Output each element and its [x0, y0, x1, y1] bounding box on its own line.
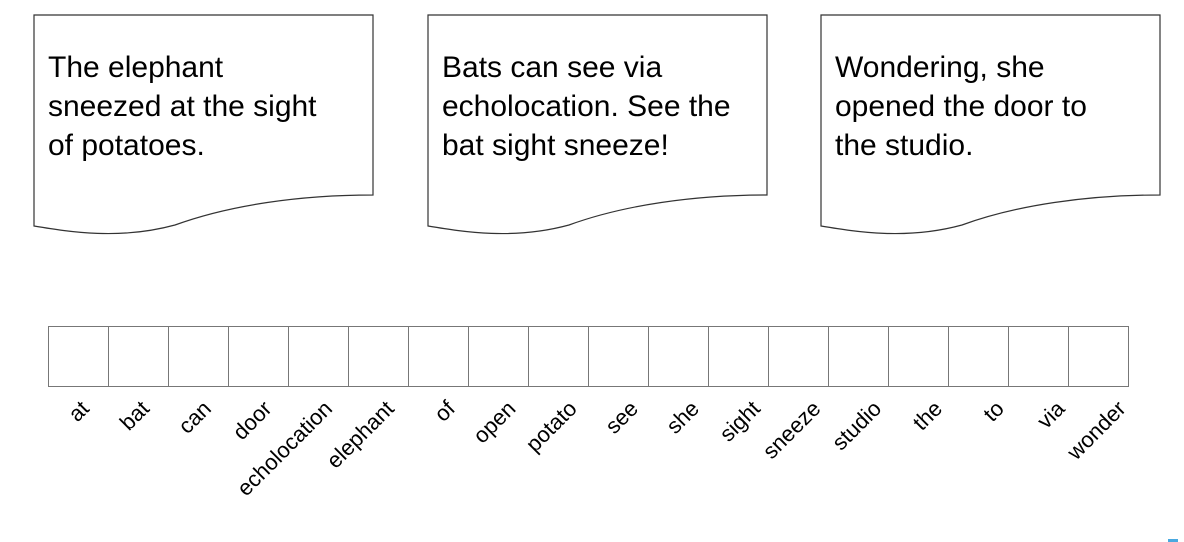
vocabulary-word: to	[977, 395, 1009, 427]
document-2-text: Bats can see via echolocation. See the b…	[442, 48, 762, 165]
vocabulary-cell	[948, 326, 1008, 387]
document-3-text: Wondering, she opened the door to the st…	[835, 48, 1155, 165]
document-2-line: echolocation. See the	[442, 90, 731, 123]
document-1-text: The elephant sneezed at the sight of pot…	[48, 48, 368, 165]
document-3-line: opened the door to	[835, 90, 1087, 123]
document-outlines	[33, 14, 1161, 235]
vocabulary-cell	[228, 326, 288, 387]
vocabulary-word: open	[467, 395, 520, 449]
document-3-line: Wondering, she	[835, 51, 1045, 84]
vocabulary-word: the	[907, 395, 947, 436]
documents: The elephant sneezed at the sight of pot…	[0, 0, 1184, 240]
vocabulary-cell	[528, 326, 588, 387]
vocabulary-word: bat	[114, 395, 154, 436]
vocabulary-cell	[828, 326, 888, 387]
vocabulary-word: she	[660, 395, 704, 439]
vocabulary-cell	[708, 326, 768, 387]
document-3-line: the studio.	[835, 129, 974, 162]
vocabulary-word: studio	[826, 395, 886, 456]
corner-mark	[1168, 539, 1178, 542]
vocabulary-word: elephant	[321, 395, 399, 474]
vocabulary-word: sneeze	[757, 395, 825, 464]
vocabulary-cell	[588, 326, 648, 387]
vocabulary-word: via	[1031, 395, 1070, 434]
vocabulary-cell	[1008, 326, 1068, 387]
document-2-line: bat sight sneeze!	[442, 129, 669, 162]
document-1-line: sneezed at the sight	[48, 90, 317, 123]
vocabulary-cell	[168, 326, 228, 387]
vocabulary-cell	[768, 326, 828, 387]
vocabulary-cell	[348, 326, 408, 387]
vocabulary-word: sight	[713, 395, 765, 447]
vocabulary-cell	[288, 326, 348, 387]
vocabulary-word: of	[428, 395, 460, 427]
vocabulary-cell	[408, 326, 468, 387]
vocabulary-word: wonder	[1061, 395, 1131, 465]
vocabulary-word: at	[62, 395, 94, 427]
vocabulary-word: door	[227, 395, 277, 445]
document-2-shape	[427, 14, 768, 235]
document-1-line: The elephant	[48, 51, 224, 84]
vocabulary-cell	[468, 326, 528, 387]
vocabulary-cell	[888, 326, 948, 387]
vocabulary-cell	[48, 326, 108, 387]
vocabulary-word: see	[599, 395, 643, 439]
document-1-line: of potatoes.	[48, 129, 205, 162]
document-1-shape	[33, 14, 374, 235]
vocabulary-cells	[48, 326, 1129, 388]
vocabulary-word: can	[172, 395, 216, 439]
vocabulary-word: potato	[520, 395, 582, 457]
vocabulary-cell	[1068, 326, 1129, 387]
vocabulary-vector: at bat can door echolocation elephant of open po…	[0, 300, 1184, 542]
vocabulary-cell	[108, 326, 168, 387]
vocabulary-cell	[648, 326, 708, 387]
document-2-line: Bats can see via	[442, 51, 663, 84]
document-3-shape	[820, 14, 1161, 235]
